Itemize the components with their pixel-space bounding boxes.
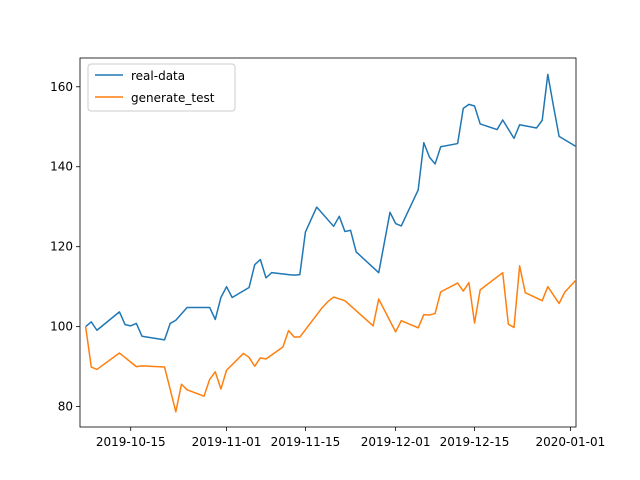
y-tick-label: 120: [50, 240, 73, 254]
legend: real-data generate_test: [87, 63, 236, 112]
x-tick-label: 2019-10-15: [96, 435, 166, 449]
series-line-generate-test: [84, 265, 576, 413]
legend-label-real-data: real-data: [131, 69, 185, 83]
x-tick-label: 2019-11-15: [271, 435, 341, 449]
x-tick-label: 2020-01-01: [535, 435, 605, 449]
y-tick-label: 160: [50, 80, 73, 94]
y-tick-label: 140: [50, 160, 73, 174]
series-line-real-data: [85, 73, 576, 341]
y-axis-ticks: 80 100 120 140 160: [50, 80, 80, 414]
axes-frame: [79, 57, 577, 428]
legend-label-generate-test: generate_test: [131, 91, 215, 105]
series-layer: [84, 73, 576, 413]
legend-frame: [87, 63, 236, 112]
x-axis-ticks: 2019-10-15 2019-11-01 2019-11-15 2019-12-01…: [96, 427, 605, 449]
y-tick-label: 100: [50, 320, 73, 334]
x-tick-label: 2019-12-15: [440, 435, 510, 449]
y-tick-label: 80: [58, 400, 73, 414]
x-tick-label: 2019-11-01: [192, 435, 262, 449]
x-tick-label: 2019-12-01: [361, 435, 431, 449]
plot-area: [79, 57, 577, 428]
